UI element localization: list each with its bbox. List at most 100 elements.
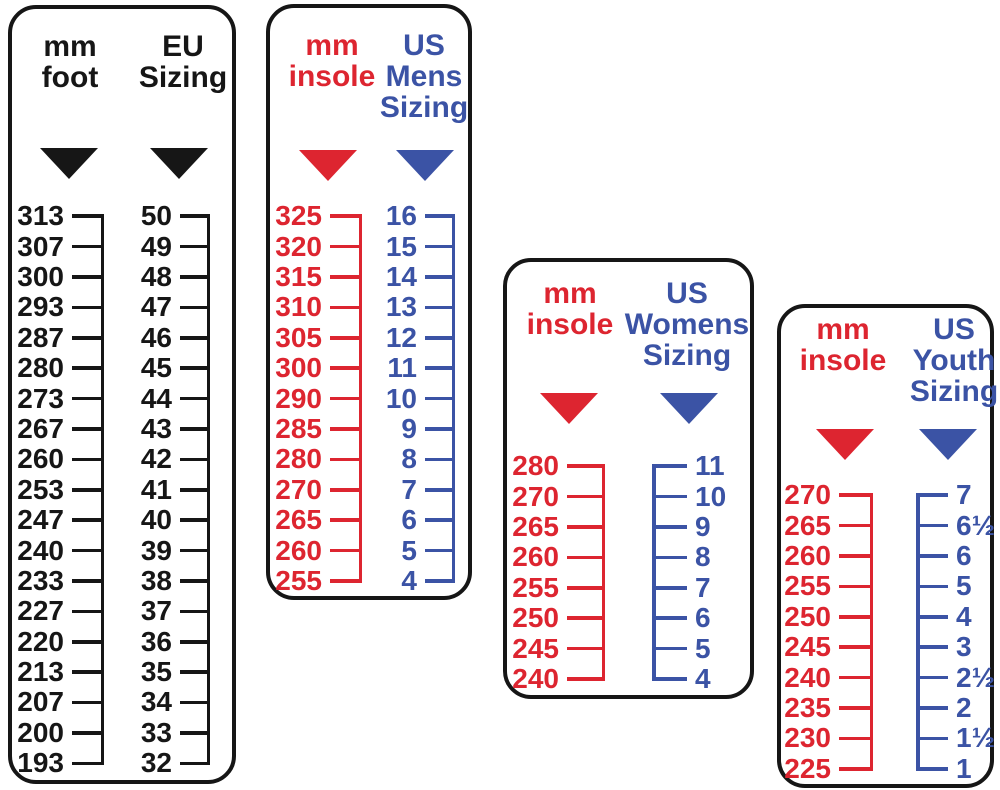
panel-mm-insole-to-us-youth: mm insole US Youth Sizing 270 265 260 255 25… [777, 304, 998, 788]
tick-mark [425, 488, 455, 492]
scale-value: 39 [140, 534, 172, 566]
ruler-spine [916, 493, 920, 771]
scale-value: 5 [956, 570, 972, 602]
tick-mark [839, 645, 873, 649]
tick-mark [72, 579, 104, 583]
ruler-us-womens-sizing: 11 10 9 8 7 6 5 4 [652, 450, 747, 694]
tick-mark [652, 464, 687, 468]
tick-mark [330, 336, 362, 340]
scale-value: 260 [275, 534, 322, 566]
tick-mark [180, 244, 210, 249]
scale-value: 240 [784, 661, 831, 693]
tick-mark [330, 518, 362, 522]
tick-mark [180, 670, 210, 674]
scale-value: 8 [401, 443, 417, 475]
scale-value: 260 [17, 443, 64, 475]
scale-ticks [180, 201, 210, 778]
tick-mark [72, 670, 104, 674]
column-header-mm-insole: mm insole [288, 29, 376, 93]
tick-mark [72, 336, 104, 340]
tick-mark [72, 488, 104, 492]
tick-mark [916, 645, 948, 649]
tick-mark [330, 214, 362, 218]
tick-mark [567, 494, 605, 499]
tick-mark [180, 700, 210, 705]
tick-mark [567, 677, 605, 681]
column-header-us-womens-sizing: US Womens Sizing [624, 277, 750, 372]
tick-mark [652, 555, 687, 560]
scale-ticks [72, 201, 104, 778]
tick-mark [330, 548, 362, 553]
scale-value: 7 [401, 473, 417, 505]
down-arrow-icon [660, 393, 718, 424]
tick-mark [652, 646, 687, 651]
scale-value: 270 [784, 479, 831, 511]
tick-mark [916, 523, 948, 528]
scale-value: 260 [512, 541, 559, 573]
tick-mark [180, 214, 210, 218]
scale-labels: 50 49 48 47 46 45 44 43 42 41 40 39 38 37 36 35 34 33 32 [120, 200, 172, 779]
scale-value: 13 [385, 291, 417, 323]
tick-mark [652, 586, 687, 590]
scale-value: 240 [17, 534, 64, 566]
tick-mark [567, 464, 605, 468]
scale-value: 293 [17, 291, 64, 323]
column-header-mm-insole: mm insole [526, 277, 614, 341]
down-arrow-icon [396, 150, 454, 181]
scale-value: 313 [17, 200, 64, 232]
ruler-mm-insole: 325 320 315 310 305 300 290 285 280 270 265 260 255 [272, 200, 362, 596]
tick-mark [72, 244, 104, 249]
tick-mark [425, 275, 455, 279]
scale-value: 48 [140, 260, 172, 292]
column-header-mm-insole: mm insole [799, 313, 887, 377]
tick-mark [330, 305, 362, 310]
scale-value: 41 [140, 473, 172, 505]
tick-mark [839, 767, 873, 771]
scale-value: 2½ [956, 661, 995, 693]
tick-mark [180, 488, 210, 492]
tick-mark [72, 548, 104, 553]
scale-value: 227 [17, 595, 64, 627]
scale-value: 310 [275, 291, 322, 323]
scale-value: 240 [512, 662, 559, 694]
tick-mark [330, 366, 362, 370]
scale-value: 4 [956, 600, 972, 632]
tick-mark [330, 427, 362, 431]
scale-value: 255 [784, 570, 831, 602]
tick-mark [72, 518, 104, 522]
scale-value: 11 [695, 450, 725, 482]
tick-mark [180, 518, 210, 522]
scale-value: 3 [956, 631, 972, 663]
scale-value: 200 [17, 716, 64, 748]
down-arrow-icon [816, 429, 874, 460]
scale-labels: 16 15 14 13 12 11 10 9 8 7 6 5 4 [367, 200, 417, 596]
tick-mark [425, 214, 455, 218]
tick-mark [72, 275, 104, 279]
scale-labels: 280 270 265 260 255 250 245 240 [509, 450, 559, 694]
tick-mark [567, 555, 605, 560]
scale-value: 287 [17, 321, 64, 353]
scale-value: 40 [140, 504, 172, 536]
tick-mark [916, 493, 948, 497]
down-arrow-icon [150, 148, 208, 179]
tick-mark [916, 675, 948, 680]
tick-mark [839, 523, 873, 528]
scale-value: 230 [784, 722, 831, 754]
tick-mark [330, 244, 362, 249]
scale-value: 270 [512, 480, 559, 512]
scale-labels: 7 6½ 6 5 4 3 2½ 2 1½ 1 [956, 479, 1000, 784]
scale-value: 12 [385, 321, 417, 353]
scale-value: 43 [140, 412, 172, 444]
scale-value: 36 [140, 625, 172, 657]
tick-mark [180, 336, 210, 340]
scale-value: 38 [140, 564, 172, 596]
tick-mark [425, 396, 455, 401]
scale-value: 260 [784, 539, 831, 571]
tick-mark [567, 525, 605, 529]
tick-mark [180, 548, 210, 553]
scale-value: 9 [401, 412, 417, 444]
scale-value: 32 [140, 747, 172, 779]
tick-mark [425, 244, 455, 249]
scale-value: 300 [17, 260, 64, 292]
scale-value: 225 [784, 752, 831, 784]
